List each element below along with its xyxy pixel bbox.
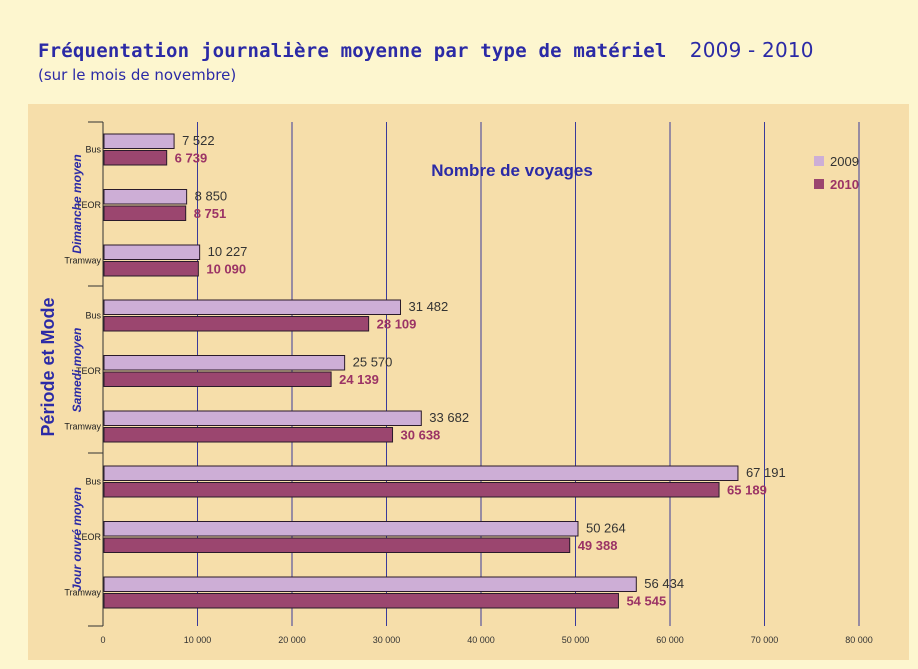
data-label-2010: 30 638 [401,428,441,443]
data-label-2009: 67 191 [746,465,786,480]
bar-2009 [103,189,188,205]
chart-title: Nombre de voyages [431,161,593,180]
category-label: Bus [85,145,101,155]
data-label-2010: 49 388 [578,538,618,553]
data-label-2010: 6 739 [175,151,208,166]
bar-2010 [103,150,168,166]
page-title-years: 2009 - 2010 [689,38,814,62]
category-label: TEOR [76,532,102,542]
x-tick-label: 40 000 [467,635,495,645]
bar-2009 [103,355,346,371]
bar-2009 [103,521,579,537]
data-label-2009: 7 522 [182,133,215,148]
bar-2010 [103,261,199,277]
group-label: Samedi moyen [70,328,84,413]
data-label-2009: 56 434 [644,576,684,591]
x-tick-label: 20 000 [278,635,306,645]
x-tick-label: 0 [100,635,105,645]
data-label-2009: 25 570 [353,355,393,370]
y-axis-title: Période et Mode [38,297,58,436]
bar-2010 [103,482,720,498]
x-tick-label: 60 000 [656,635,684,645]
data-label-2010: 10 090 [206,262,246,277]
data-label-2010: 24 139 [339,372,379,387]
bar-2009 [103,133,175,149]
category-label: TEOR [76,200,102,210]
data-label-2009: 33 682 [429,410,469,425]
x-tick-label: 80 000 [845,635,873,645]
chart-frame: 0 10 000 20 000 30 000 40 000 50 000 60 000 70 … [28,104,909,660]
group-label: Dimanche moyen [70,154,84,253]
legend-swatch-2009 [814,156,824,166]
bar-2010 [103,593,619,609]
data-label-2010: 8 751 [194,206,227,221]
data-label-2009: 31 482 [409,299,449,314]
page-subtitle: (sur le mois de novembre) [38,66,237,84]
bar-2009 [103,299,402,315]
x-tick-label: 70 000 [751,635,779,645]
category-label: Bus [85,311,101,321]
page-title: Fréquentation journalière moyenne par ty… [38,38,814,62]
bar-2010 [103,427,394,443]
bar-2010 [103,316,370,332]
group-label: Jour ouvré moyen [70,487,84,591]
category-label: Bus [85,477,101,487]
x-tick-label: 10 000 [184,635,212,645]
bar-2009 [103,465,739,481]
data-label-2009: 8 850 [195,189,228,204]
bar-2010 [103,371,332,387]
category-label: TEOR [76,366,102,376]
data-label-2009: 10 227 [208,244,248,259]
x-tick-label: 50 000 [562,635,590,645]
bar-2009 [103,576,637,592]
category-label: Tramway [64,256,101,266]
legend-swatch-2010 [814,179,824,189]
bar-2009 [103,244,201,260]
bar-2009 [103,410,422,426]
data-label-2010: 54 545 [626,594,666,609]
legend-label-2009: 2009 [830,154,859,169]
data-label-2010: 28 109 [377,317,417,332]
data-label-2009: 50 264 [586,521,626,536]
bar-2010 [103,537,571,553]
bar-2010 [103,205,187,221]
page-title-text: Fréquentation journalière moyenne par ty… [38,40,667,62]
category-label: Tramway [64,422,101,432]
category-label: Tramway [64,588,101,598]
legend-label-2010: 2010 [830,177,859,192]
x-tick-label: 30 000 [373,635,401,645]
data-label-2010: 65 189 [727,483,767,498]
chart-svg: 0 10 000 20 000 30 000 40 000 50 000 60 000 70 … [38,121,873,645]
